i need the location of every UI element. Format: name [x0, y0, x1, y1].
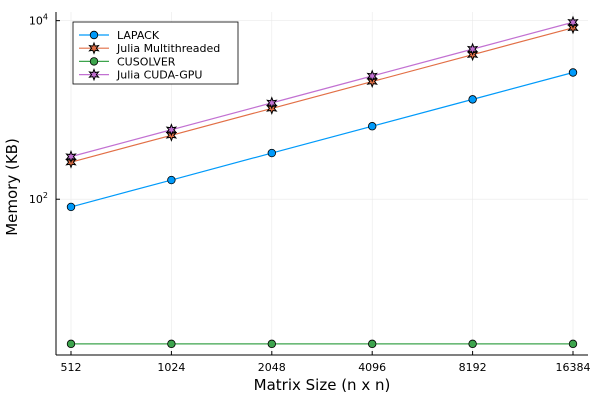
data-point [165, 123, 178, 137]
series-cusolver [66, 339, 578, 349]
x-tick-label: 8192 [459, 361, 487, 374]
series-lapack [66, 68, 578, 212]
data-point [568, 68, 578, 77]
legend-box [72, 21, 239, 85]
data-point [65, 150, 77, 164]
series-layer [65, 15, 579, 349]
series-line [70, 27, 574, 163]
data-point [366, 69, 378, 83]
data-point [567, 15, 579, 29]
data-point [468, 95, 477, 104]
legend-marker [88, 41, 100, 55]
legend-marker [89, 57, 99, 66]
data-point [266, 96, 278, 110]
x-tick-label: 16384 [556, 361, 591, 374]
y-axis-label: Memory (KB) [3, 138, 21, 236]
data-point [267, 339, 276, 349]
data-point [368, 122, 377, 131]
legend-label: Julia Multithreaded [116, 42, 220, 55]
series-line [70, 71, 574, 208]
data-point [66, 339, 76, 349]
data-point [466, 42, 479, 56]
series-julia-cuda-gpu [65, 15, 579, 164]
legend-label: CUSOLVER [117, 55, 176, 68]
legend-label: Julia CUDA-GPU [116, 69, 202, 82]
x-tick-label: 4096 [358, 361, 386, 374]
x-tick-label: 1024 [157, 361, 185, 374]
data-point [568, 339, 578, 349]
data-point [167, 339, 176, 349]
legend-marker [88, 68, 100, 82]
axes: 512 1024 2048 4096 8192 16384 102 104 [29, 12, 591, 374]
data-point [267, 148, 276, 158]
data-point [66, 202, 76, 212]
data-point [368, 339, 377, 349]
x-axis-label: Matrix Size (n x n) [254, 376, 391, 394]
y-tick-label: 102 [29, 191, 48, 206]
legend-label: LAPACK [117, 29, 160, 42]
data-point [468, 339, 477, 349]
legend-marker [89, 30, 99, 40]
x-tick-label: 2048 [258, 361, 286, 374]
series-line [70, 21, 574, 158]
x-tick-label: 512 [61, 361, 82, 374]
y-tick-label: 104 [29, 13, 48, 28]
data-point [167, 175, 176, 185]
